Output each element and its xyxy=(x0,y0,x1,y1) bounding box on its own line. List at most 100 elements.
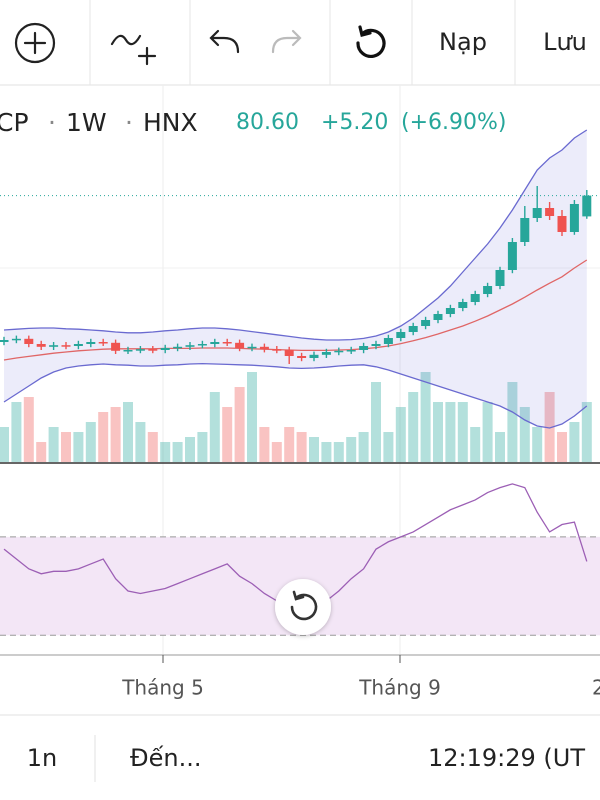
candle-body xyxy=(98,342,108,344)
candle-body xyxy=(495,270,505,286)
volume-bar xyxy=(420,372,431,462)
candle-body xyxy=(49,345,59,347)
volume-bar xyxy=(309,437,319,462)
volume-bar xyxy=(271,442,282,462)
candle-body xyxy=(135,349,145,351)
candle-body xyxy=(470,294,480,302)
volume-bar xyxy=(470,427,481,462)
candle-body xyxy=(321,352,331,355)
volume-bar xyxy=(346,437,357,462)
volume-bar xyxy=(482,402,493,462)
change-pct: (+6.90%) xyxy=(401,110,507,135)
add-icon[interactable] xyxy=(14,22,56,64)
candle-body xyxy=(73,344,83,346)
candle-body xyxy=(11,338,21,341)
redo-icon[interactable] xyxy=(271,29,302,54)
toolbar-separators xyxy=(89,0,516,85)
volume-bar xyxy=(457,402,468,462)
candle-body xyxy=(557,216,567,232)
volume-bar xyxy=(581,402,592,462)
bollinger-upper xyxy=(3,129,588,341)
volume-bar xyxy=(36,442,47,462)
candle-body xyxy=(222,342,232,344)
candle-body xyxy=(284,350,294,356)
volume-bar xyxy=(569,422,580,462)
volume-bar xyxy=(507,382,518,462)
candle-body xyxy=(458,302,468,308)
volume-bar xyxy=(433,402,443,462)
time-label: Tháng 9 xyxy=(358,676,441,700)
range-button[interactable]: 1n xyxy=(27,744,57,772)
candle-body xyxy=(532,208,542,218)
volume-bar xyxy=(408,392,419,462)
volume-bar xyxy=(532,427,543,462)
volume-bar xyxy=(284,427,295,462)
candle-body xyxy=(160,348,170,350)
candle-body xyxy=(582,195,592,217)
plot xyxy=(0,129,600,636)
volume-bar xyxy=(185,437,195,462)
candle-body xyxy=(408,326,418,332)
undo-icon[interactable] xyxy=(209,29,240,54)
volume-bar xyxy=(172,442,183,462)
volume-bar xyxy=(557,432,567,462)
candle-body xyxy=(545,208,555,216)
save-button[interactable]: Lưu xyxy=(543,28,587,56)
volume-bar xyxy=(259,427,270,462)
deposit-button[interactable]: Nạp xyxy=(439,28,487,56)
symbol: CP xyxy=(0,108,29,137)
candle-body xyxy=(445,308,455,314)
candle-body xyxy=(309,354,319,358)
candle-body xyxy=(433,314,443,320)
candle-body xyxy=(0,340,9,342)
candle-body xyxy=(483,286,493,294)
candle-body xyxy=(421,320,431,326)
candle-body xyxy=(247,346,257,349)
candle-body xyxy=(173,346,183,349)
candle-body xyxy=(24,338,34,344)
goto-button[interactable]: Đến... xyxy=(130,744,201,772)
moving-average xyxy=(3,259,588,361)
volume-bar xyxy=(296,432,307,462)
reset-icon[interactable] xyxy=(356,25,386,58)
candle-body xyxy=(272,349,282,351)
toolbar-bg xyxy=(0,0,600,85)
candle-body xyxy=(383,338,393,344)
clock[interactable]: 12:19:29 (UT xyxy=(428,744,585,772)
volume-bar xyxy=(519,407,530,462)
interval: 1W xyxy=(66,108,107,137)
volume-bar xyxy=(544,392,555,462)
candle-body xyxy=(197,344,207,346)
candle-body xyxy=(520,218,530,242)
candle-body xyxy=(334,350,344,353)
last-price: 80.60 xyxy=(236,110,299,135)
volume-bar xyxy=(358,432,369,462)
change: +5.20 xyxy=(321,110,388,135)
candle-body xyxy=(210,342,220,344)
toolbar: Nạp Lưu xyxy=(0,0,600,86)
volume-bar xyxy=(147,432,158,462)
candle-body xyxy=(36,344,46,347)
volume-bar xyxy=(209,392,220,462)
candle-body xyxy=(371,344,381,346)
volume-bar xyxy=(160,442,171,462)
volume-bar xyxy=(85,422,96,462)
candle-body xyxy=(185,345,195,347)
volume-bar xyxy=(383,432,394,462)
scroll-reset-button[interactable] xyxy=(275,579,331,635)
volume-bar xyxy=(61,432,71,462)
volume-bar xyxy=(371,382,381,462)
legend: CP · 1W · HNX 80.60 +5.20 (+6.90%) xyxy=(0,108,507,137)
bollinger-lower xyxy=(3,362,588,429)
volume-bar xyxy=(23,397,34,462)
volume-bar xyxy=(98,412,109,462)
exchange: HNX xyxy=(143,108,198,137)
time-label: Tháng 5 xyxy=(121,676,204,700)
volume-bar xyxy=(234,387,245,462)
candle-body xyxy=(396,332,406,338)
separator: · xyxy=(48,108,56,137)
footer: 1n Đến... 12:19:29 (UT xyxy=(0,714,600,782)
indicator-icon[interactable] xyxy=(110,34,157,66)
candle-body xyxy=(86,342,96,344)
volume-bar xyxy=(222,407,233,462)
